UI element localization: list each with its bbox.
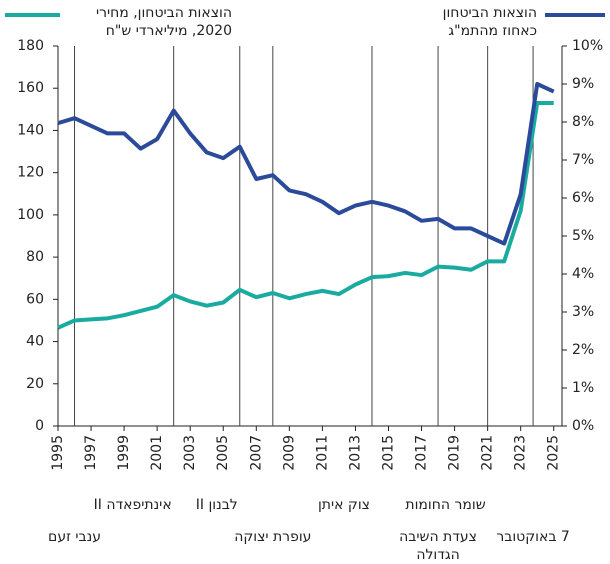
y-tick-label: 40 [26,334,44,350]
x-tick-label: 2007 [248,435,264,471]
event-label: עופרת יצוקה [234,529,312,545]
x-tick-label: 2001 [149,435,165,471]
x-tick-label: 2003 [182,435,198,471]
series-line [57,101,554,330]
x-tick-label: 2015 [380,435,396,471]
y-tick-label: 180 [17,38,44,54]
x-tick-label: 2011 [314,435,330,471]
y2-tick-label: 7% [572,152,594,168]
legend-label: הוצאות הביטחון, מחירי 2020, מיליארדי ש"ח [95,5,232,39]
y2-tick-label: 6% [572,190,594,206]
y-tick-label: 80 [26,249,44,265]
event-label: 7 באוקטובר [496,529,570,545]
y-tick-label: 60 [26,291,44,307]
event-label: צוק איתן [317,497,370,513]
x-tick-label: 2017 [414,435,430,471]
x-tick-label: 2019 [447,435,463,471]
x-tick-label: 2025 [546,435,562,471]
y2-tick-label: 3% [572,304,594,320]
event-label: לבנון II [195,497,238,513]
x-tick-label: 2005 [215,435,231,471]
event-label: אינתיפאדה II [93,497,172,513]
y-tick-label: 0 [35,418,44,434]
x-tick-label: 1995 [50,435,66,471]
x-tick-label: 1997 [83,435,99,471]
y2-tick-label: 1% [572,380,594,396]
y-tick-label: 20 [26,376,44,392]
legend-label: הוצאות הביטחון כאחוז מהתמ"ג [442,5,537,39]
y-tick-label: 160 [17,80,44,96]
y2-tick-label: 8% [572,114,594,130]
y-tick-label: 140 [17,122,44,138]
y2-tick-label: 0% [572,418,594,434]
x-tick-label: 2009 [281,435,297,471]
y2-tick-label: 9% [572,76,594,92]
y-tick-label: 120 [17,165,44,181]
y2-tick-label: 10% [572,38,603,54]
event-label: שומר החומות [405,497,486,513]
y-tick-label: 100 [17,207,44,223]
y2-tick-label: 5% [572,228,594,244]
event-label: צעדת השיבה הגדולה [399,529,477,563]
y2-tick-label: 4% [572,266,594,282]
series-line [57,82,555,246]
y2-tick-label: 2% [572,342,594,358]
x-tick-label: 2023 [513,435,529,471]
x-tick-label: 2013 [347,435,363,471]
event-label: ענבי זעם [48,529,101,545]
x-tick-label: 1999 [116,435,132,471]
x-tick-label: 2021 [480,435,496,471]
